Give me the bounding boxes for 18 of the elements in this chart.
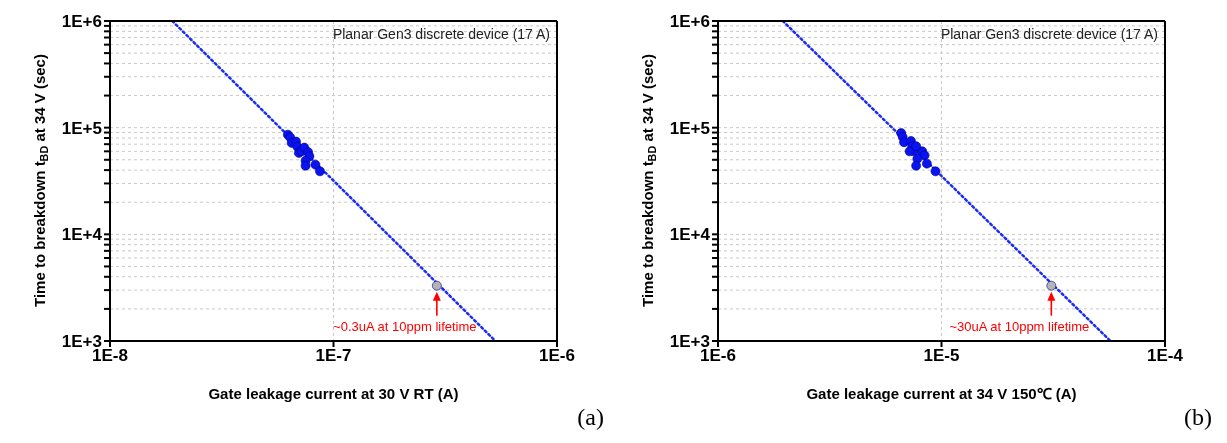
text: (a) bbox=[577, 404, 604, 431]
y-tick-label: 1E+4 bbox=[61, 225, 103, 245]
y-tick-label: 1E+4 bbox=[669, 225, 711, 245]
y-tick-label: 1E+6 bbox=[61, 12, 102, 32]
x-tick-label: 1E-7 bbox=[315, 346, 352, 366]
y-tick-label: 1E+5 bbox=[669, 118, 710, 138]
text: (b) bbox=[1184, 404, 1212, 431]
x-tick-label: 1E-6 bbox=[539, 346, 575, 366]
x-axis-title: Gate leakage current at 30 V RT (A) bbox=[208, 385, 459, 402]
x-tick-label: 1E-5 bbox=[923, 346, 960, 366]
y-tick-label: 1E+6 bbox=[669, 12, 710, 32]
x-tick-label: 1E-4 bbox=[1147, 346, 1184, 366]
annotation: Planar Gen3 discrete device (17 A) bbox=[332, 26, 550, 42]
annotation: ~0.3uA at 10ppm lifetime bbox=[333, 318, 477, 334]
annotation: ~30uA at 10ppm lifetime bbox=[949, 318, 1090, 334]
annotation: Planar Gen3 discrete device (17 A) bbox=[940, 26, 1158, 42]
y-tick-label: 1E+5 bbox=[61, 118, 102, 138]
x-axis-title: Gate leakage current at 34 V 150℃ (A) bbox=[806, 385, 1077, 402]
